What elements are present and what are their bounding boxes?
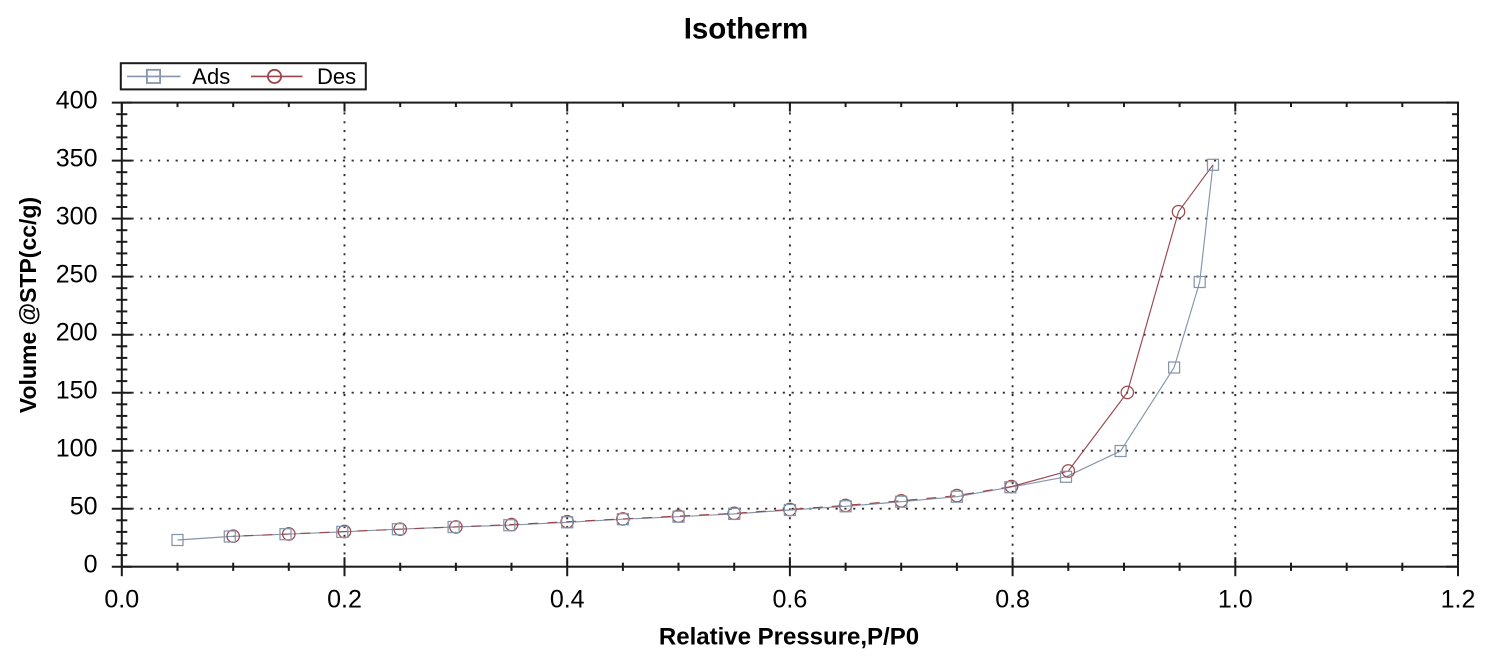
- svg-text:Ads: Ads: [192, 64, 230, 89]
- svg-text:Relative Pressure,P/P0: Relative Pressure,P/P0: [659, 624, 919, 651]
- svg-text:0.6: 0.6: [773, 586, 808, 614]
- svg-text:1.0: 1.0: [1218, 586, 1253, 614]
- svg-text:100: 100: [56, 435, 98, 463]
- svg-text:200: 200: [56, 319, 98, 347]
- svg-text:50: 50: [70, 493, 98, 521]
- svg-text:0.2: 0.2: [327, 586, 362, 614]
- svg-text:150: 150: [56, 377, 98, 405]
- svg-text:0: 0: [84, 551, 98, 579]
- svg-text:300: 300: [56, 203, 98, 231]
- svg-text:Isotherm: Isotherm: [684, 13, 809, 46]
- svg-text:Des: Des: [317, 64, 356, 89]
- svg-text:0.4: 0.4: [550, 586, 585, 614]
- svg-text:250: 250: [56, 261, 98, 289]
- svg-text:1.2: 1.2: [1441, 586, 1476, 614]
- svg-text:0.8: 0.8: [995, 586, 1030, 614]
- svg-text:400: 400: [56, 87, 98, 115]
- svg-text:0.0: 0.0: [104, 586, 139, 614]
- svg-text:350: 350: [56, 145, 98, 173]
- svg-text:Volume @STP(cc/g): Volume @STP(cc/g): [15, 197, 41, 413]
